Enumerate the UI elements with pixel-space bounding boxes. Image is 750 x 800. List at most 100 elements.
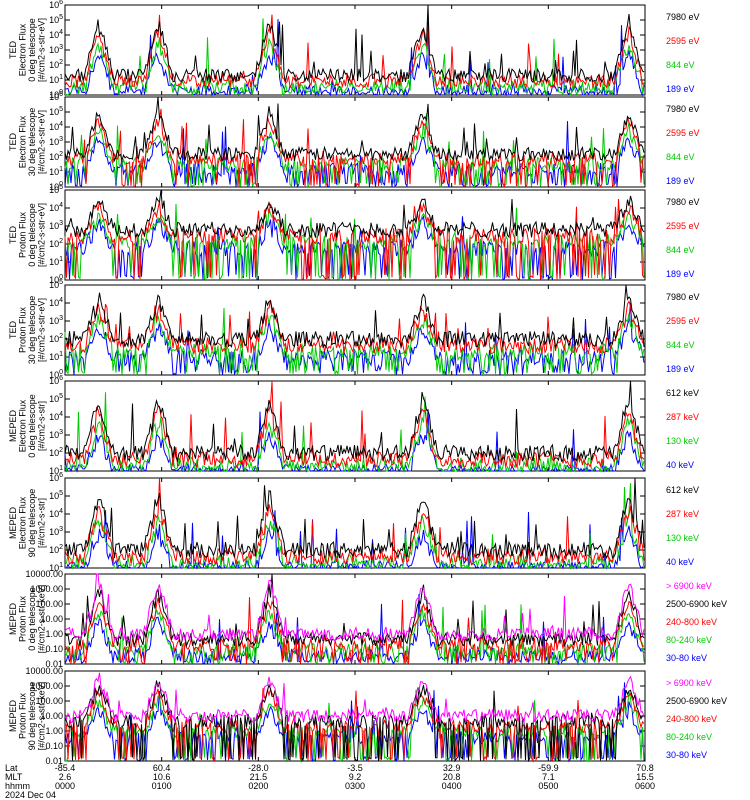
y-axis-label: Proton Flux — [17, 211, 27, 258]
series-trace-2 — [64, 113, 645, 189]
series-trace-0 — [64, 284, 645, 349]
y-tick-label: 100 — [49, 369, 63, 380]
series-trace-2 — [64, 392, 645, 473]
y-tick-label: 102 — [49, 333, 63, 344]
x-row-label: Lat — [5, 763, 18, 773]
panel-2: 100 101 102 103 104 105 106 TED Electron Flux 30 … — [8, 91, 700, 192]
y-axis-label: [#/cm2-s-str] — [36, 401, 46, 451]
legend-entry: 844 eV — [666, 60, 695, 70]
y-tick-label: 103 — [49, 526, 63, 537]
y-tick-label: 104 — [49, 202, 63, 213]
y-tick-label: 102 — [49, 59, 63, 70]
y-tick-label: 105 — [49, 184, 63, 195]
x-hhmm-label: 0400 — [442, 781, 462, 791]
series-trace-2 — [64, 597, 645, 665]
y-tick-label: 100 — [49, 89, 63, 100]
x-hhmm-label: 0000 — [55, 781, 75, 791]
legend-entry: 2500-6900 keV — [666, 599, 727, 609]
y-tick-label: 106 — [49, 91, 63, 102]
y-axis-label: [#/cm2-s-str-eV] — [36, 203, 46, 267]
legend-entry: 30-80 keV — [666, 653, 707, 663]
series-trace-0 — [64, 189, 645, 240]
y-axis-label: TED — [8, 320, 18, 339]
y-tick-label: 0.10 — [45, 741, 63, 751]
legend-entry: 7980 eV — [666, 292, 700, 302]
y-axis-label: Proton Flux — [17, 595, 27, 642]
y-axis-label: MEPED — [8, 507, 18, 540]
x-lat-label: -59.9 — [538, 763, 559, 773]
series-trace-1 — [64, 14, 645, 89]
y-tick-label: 101 — [49, 256, 63, 267]
y-tick-label: 101 — [49, 74, 63, 85]
y-axis-label: [#/cm2-s-str] — [36, 498, 46, 548]
y-axis-label: [#/cm2-s-str-eV] — [36, 298, 46, 362]
y-tick-label: 106 — [49, 375, 63, 386]
y-axis-label: 90 deg telescope — [27, 489, 37, 558]
x-hhmm-label: 0300 — [345, 781, 365, 791]
legend-entry: 2595 eV — [666, 36, 700, 46]
series-trace-3 — [64, 604, 645, 666]
panel-3: 100 101 102 103 104 105 TED Proton Flux 0 deg te… — [8, 184, 700, 285]
x-hhmm-label: 0600 — [635, 781, 655, 791]
y-tick-label: 103 — [49, 136, 63, 147]
y-tick-label: 0.01 — [45, 756, 63, 766]
y-tick-label: 105 — [49, 490, 63, 501]
legend-entry: 130 keV — [666, 533, 699, 543]
legend-entry: > 6900 keV — [666, 678, 712, 688]
y-tick-label: 1.00 — [45, 726, 63, 736]
y-axis-label: TED — [8, 40, 18, 59]
panel-5: 101 102 103 104 105 106 MEPED Electron Flux 0 de… — [8, 375, 699, 476]
y-tick-label: 105 — [49, 279, 63, 290]
legend-entry: 189 eV — [666, 84, 695, 94]
series-trace-0 — [64, 380, 645, 464]
panel-frame — [64, 380, 646, 472]
legend-entry: 130 keV — [666, 436, 699, 446]
legend-entry: 2500-6900 keV — [666, 696, 727, 706]
x-mlt-label: 21.5 — [250, 772, 268, 782]
series-trace-3 — [64, 215, 645, 281]
y-axis-label: MEPED — [8, 603, 18, 636]
y-axis-label: TED — [8, 132, 18, 151]
series-trace-2 — [64, 307, 645, 377]
x-lat-label: -85.4 — [55, 763, 76, 773]
x-mlt-label: 7.1 — [542, 772, 555, 782]
y-axis-label: 0 deg telescope — [27, 394, 37, 458]
y-tick-label: 10000.00 — [25, 666, 63, 676]
x-row-label: MLT — [5, 772, 23, 782]
panel-7: 0.01 0.10 1.00 10.00 100.00 1000.00 10000.00 ME… — [8, 569, 727, 669]
y-axis-label: [#/cm2-s-str-eV] — [36, 18, 46, 82]
y-axis-label: [#/cm2-s-str-keV] — [36, 585, 46, 654]
y-tick-label: 105 — [49, 393, 63, 404]
x-mlt-label: 2.6 — [59, 772, 72, 782]
x-lat-label: 60.4 — [153, 763, 171, 773]
legend-entry: 2595 eV — [666, 316, 700, 326]
legend-entry: 189 eV — [666, 364, 695, 374]
y-tick-label: 102 — [49, 544, 63, 555]
y-axis-label: TED — [8, 225, 18, 244]
legend-entry: 844 eV — [666, 340, 695, 350]
y-axis-label: MEPED — [8, 700, 18, 733]
y-tick-label: 103 — [49, 44, 63, 55]
panel-1: 100 101 102 103 104 105 106 TED Electron Flux 0 d… — [8, 0, 700, 100]
series-trace-0 — [64, 672, 645, 725]
series-trace-0 — [64, 477, 645, 560]
series-trace-3 — [65, 510, 645, 570]
y-tick-label: 105 — [49, 14, 63, 25]
y-tick-label: 100.00 — [35, 599, 63, 609]
y-tick-label: 104 — [49, 297, 63, 308]
y-axis-label: [#/cm2-s-str-eV] — [36, 110, 46, 174]
x-lat-label: 32.9 — [443, 763, 461, 773]
legend-entry: 80-240 keV — [666, 635, 712, 645]
y-axis-label: Electron Flux — [17, 115, 27, 168]
series-trace-0 — [64, 573, 645, 643]
series-trace-1 — [64, 108, 645, 189]
legend-entry: 80-240 keV — [666, 732, 712, 742]
legend-entry: > 6900 keV — [666, 581, 712, 591]
y-tick-label: 104 — [49, 121, 63, 132]
y-tick-label: 0.01 — [45, 659, 63, 669]
y-tick-label: 100.00 — [35, 696, 63, 706]
y-tick-label: 100 — [49, 181, 63, 192]
legend-entry: 844 eV — [666, 245, 695, 255]
y-axis-label: Electron Flux — [17, 496, 27, 549]
